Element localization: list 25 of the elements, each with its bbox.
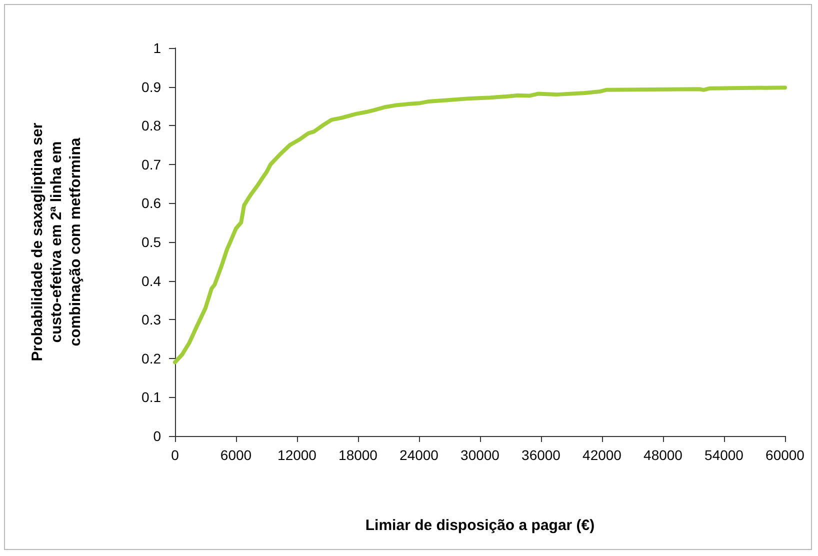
y-tick-label: 0.3 bbox=[142, 312, 162, 328]
x-tick-label: 30000 bbox=[460, 447, 500, 463]
y-axis-title: Probabilidade de saxagliptina ser custo-efetiva em 2ª linha em combinação com metformina bbox=[29, 122, 84, 362]
y-tick-label: 0.9 bbox=[142, 78, 162, 95]
x-tick-label: 12000 bbox=[278, 447, 317, 463]
x-tick-label: 42000 bbox=[582, 447, 622, 463]
y-tick-label: 0.2 bbox=[142, 350, 162, 366]
y-tick-label: 0.8 bbox=[142, 118, 162, 134]
x-tick-label: 6000 bbox=[220, 447, 252, 463]
y-tick-label: 1 bbox=[153, 40, 162, 56]
y-tick-label: 0.4 bbox=[142, 272, 162, 289]
x-tick-label: 60000 bbox=[766, 447, 805, 463]
y-tick-label: 0.5 bbox=[142, 234, 162, 250]
x-tick-label: 48000 bbox=[644, 447, 683, 463]
x-axis-title: Limiar de disposição a pagar (€) bbox=[365, 517, 595, 534]
x-tick-label: 54000 bbox=[704, 447, 744, 463]
y-tick-label: 0 bbox=[153, 428, 162, 444]
x-tick-label: 0 bbox=[171, 447, 180, 463]
x-tick-label: 36000 bbox=[522, 447, 561, 463]
y-tick-label: 0.6 bbox=[142, 195, 162, 212]
y-tick-label: 0.1 bbox=[142, 389, 162, 406]
y-tick-label: 0.7 bbox=[142, 156, 162, 172]
x-tick-label: 24000 bbox=[400, 447, 439, 463]
line-series bbox=[173, 86, 787, 364]
x-tick-label: 18000 bbox=[338, 447, 378, 463]
